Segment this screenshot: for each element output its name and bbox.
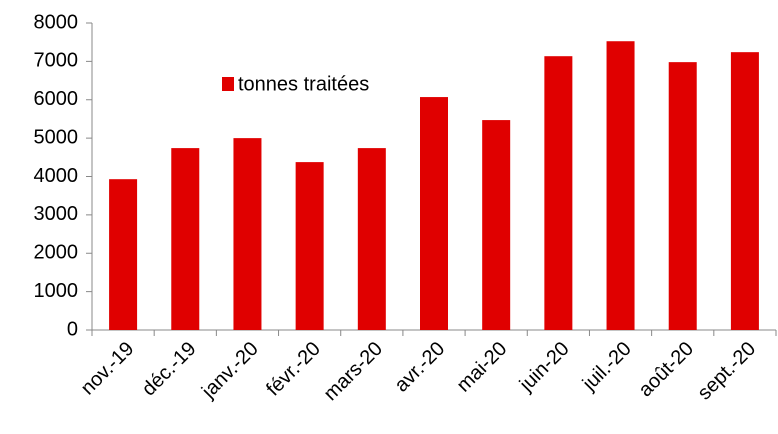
x-tick-label: sept.-20 [694, 338, 761, 405]
bar [420, 97, 448, 330]
legend-swatch [222, 77, 234, 91]
y-tick-label: 0 [67, 318, 78, 340]
bar [668, 62, 697, 331]
bar [295, 162, 324, 330]
x-tick-label: déc.-19 [138, 338, 201, 401]
bar [109, 179, 138, 330]
bar [357, 148, 386, 330]
legend-label: tonnes traitées [238, 73, 369, 95]
y-tick-label: 6000 [34, 88, 79, 110]
y-tick-label: 7000 [34, 50, 79, 72]
y-tick-label: 8000 [34, 11, 79, 33]
x-tick-label: juin-20 [515, 338, 574, 397]
x-tick-label: mai-20 [453, 338, 512, 397]
x-tick-label: avr.-20 [390, 338, 449, 397]
y-tick-label: 4000 [34, 165, 79, 187]
x-tick-label: août-20 [634, 338, 698, 402]
x-tick-label: janv.-20 [197, 338, 263, 404]
y-tick-label: 2000 [34, 242, 79, 264]
x-tick-label: juil.-20 [578, 338, 636, 396]
x-tick-label: mars-20 [320, 338, 387, 405]
bar [730, 52, 759, 330]
bar [606, 41, 635, 331]
y-tick-label: 5000 [34, 126, 79, 148]
x-tick-label: nov.-19 [77, 338, 139, 400]
bar [233, 138, 262, 330]
bar [544, 56, 573, 331]
y-tick-label: 1000 [34, 280, 79, 302]
y-tick-label: 3000 [34, 203, 79, 225]
x-tick-label: févr.-20 [262, 338, 325, 401]
bar [482, 120, 511, 331]
bar [171, 148, 200, 330]
